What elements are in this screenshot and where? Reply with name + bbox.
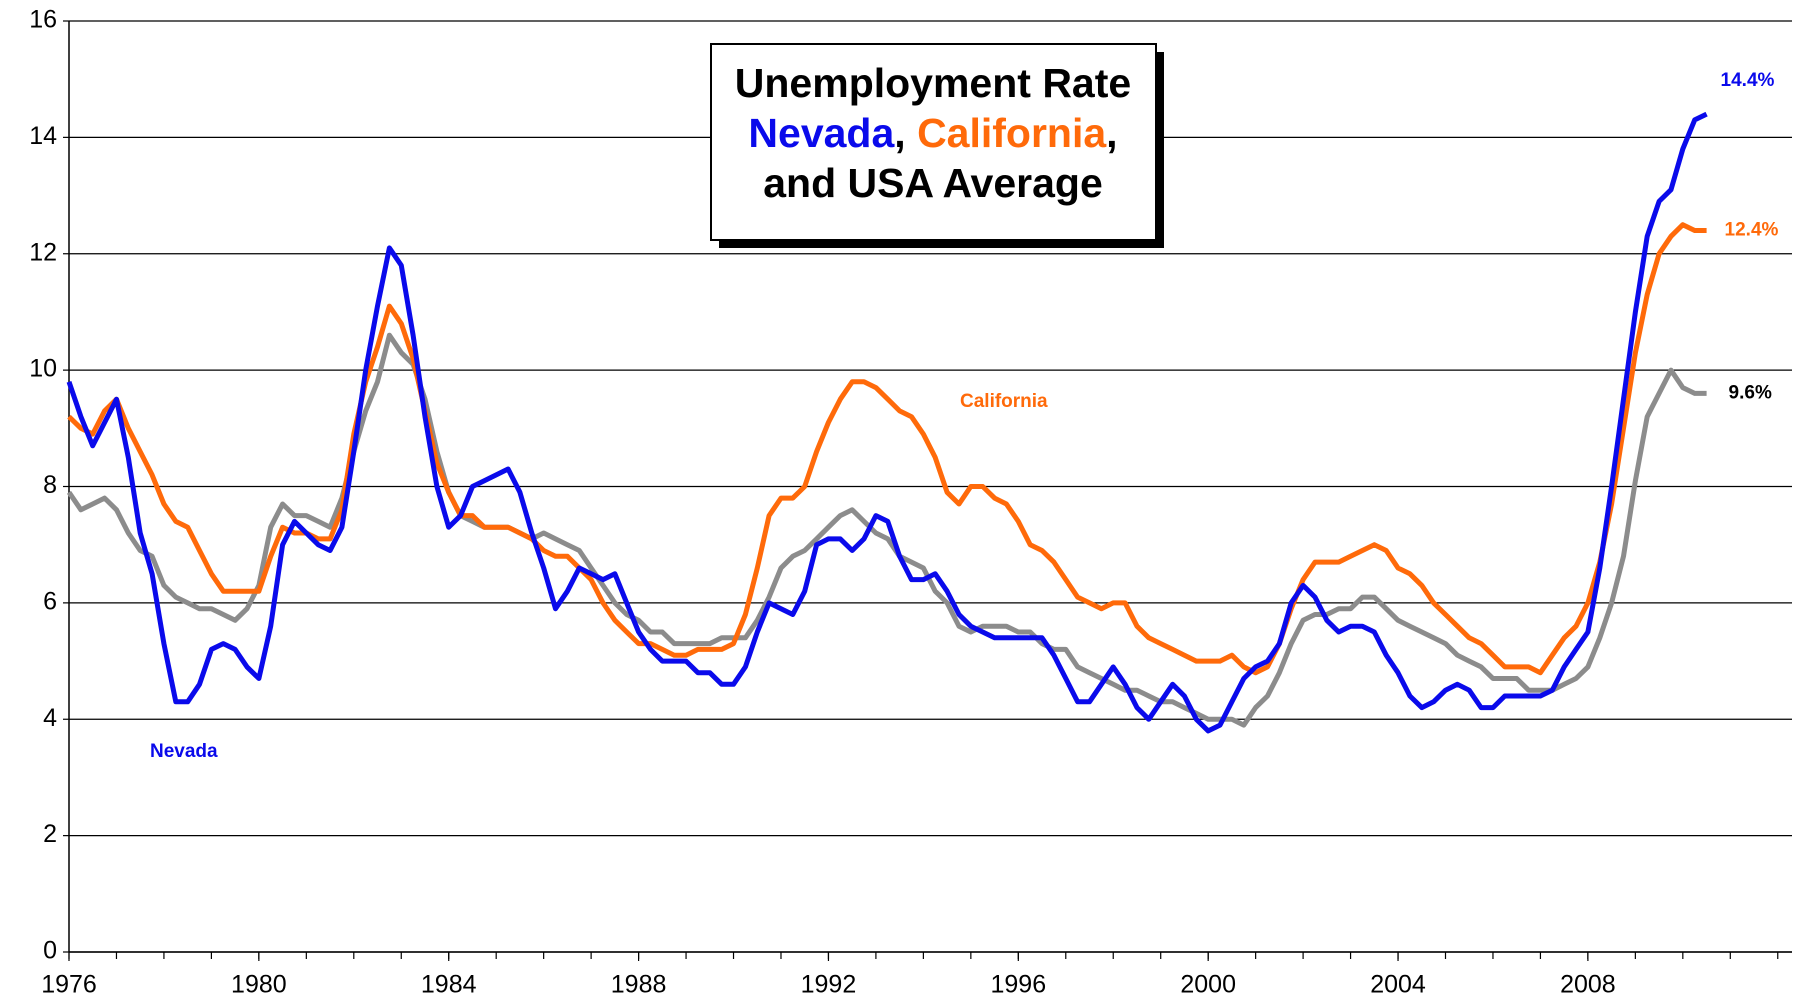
x-tick-label: 1988 [611,971,667,999]
y-tick-label: 8 [43,471,57,499]
title-part: Unemployment Rate [735,60,1131,106]
title-box [710,43,1157,241]
title-line: Nevada, California, [748,110,1117,156]
x-tick-label: 2004 [1370,971,1426,999]
x-tick-label: 1992 [801,971,857,999]
end-label: 9.6% [1729,382,1772,403]
y-tick-label: 16 [29,6,57,34]
series-line [66,332,1707,728]
x-tick-label: 2008 [1560,971,1616,999]
title-line: Unemployment Rate [735,60,1131,106]
title-part: and USA Average [763,160,1103,206]
y-tick-label: 2 [43,820,57,848]
x-tick-label: 1984 [421,971,477,999]
series-line [66,111,1708,734]
series-label: California [960,391,1048,412]
x-tick-label: 1996 [990,971,1046,999]
y-tick-label: 6 [43,587,57,615]
line-layer [66,111,1708,734]
end-label: 12.4% [1725,219,1779,240]
y-tick-label: 12 [29,238,57,266]
title-part: , [894,110,917,156]
title-part: , [1106,110,1117,156]
end-label: 14.4% [1721,70,1775,91]
y-tick-label: 4 [43,704,57,732]
series-label: Nevada [150,741,218,762]
series-line [67,222,1707,676]
title-part: Nevada [748,110,895,156]
x-tick-label: 1980 [231,971,287,999]
title-line: and USA Average [763,160,1103,206]
x-tick-label: 2000 [1180,971,1236,999]
y-tick-label: 10 [29,355,57,383]
y-tick-label: 0 [43,937,57,965]
title-part: California [917,110,1107,156]
x-tick-label: 1976 [41,971,97,999]
label-layer: 9.6% California 12.4% Nevada 14.4% [150,70,1779,762]
y-tick-label: 14 [29,122,57,150]
